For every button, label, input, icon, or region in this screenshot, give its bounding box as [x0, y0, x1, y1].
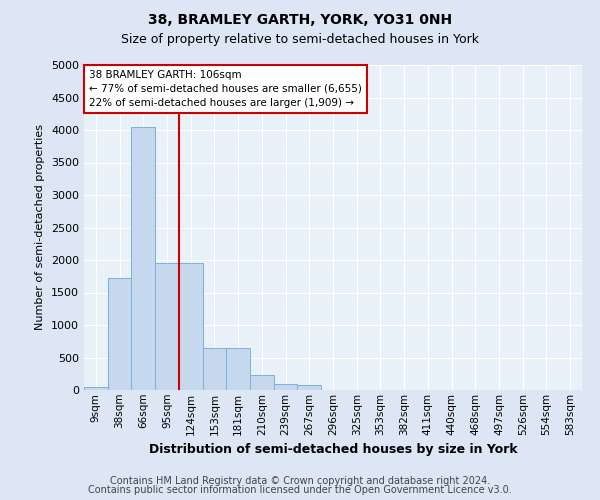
- Bar: [155, 263, 179, 390]
- Bar: [131, 126, 155, 390]
- Bar: [84, 387, 108, 390]
- Bar: [298, 385, 321, 390]
- Text: Contains HM Land Registry data © Crown copyright and database right 2024.: Contains HM Land Registry data © Crown c…: [110, 476, 490, 486]
- Bar: [250, 375, 274, 390]
- Text: 38 BRAMLEY GARTH: 106sqm
← 77% of semi-detached houses are smaller (6,655)
22% o: 38 BRAMLEY GARTH: 106sqm ← 77% of semi-d…: [89, 70, 362, 108]
- Y-axis label: Number of semi-detached properties: Number of semi-detached properties: [35, 124, 46, 330]
- Bar: [226, 348, 250, 390]
- Text: Contains public sector information licensed under the Open Government Licence v3: Contains public sector information licen…: [88, 485, 512, 495]
- Bar: [203, 348, 226, 390]
- Text: Size of property relative to semi-detached houses in York: Size of property relative to semi-detach…: [121, 32, 479, 46]
- Bar: [108, 278, 131, 390]
- Bar: [179, 263, 203, 390]
- Text: 38, BRAMLEY GARTH, YORK, YO31 0NH: 38, BRAMLEY GARTH, YORK, YO31 0NH: [148, 12, 452, 26]
- Bar: [274, 384, 298, 390]
- Text: Distribution of semi-detached houses by size in York: Distribution of semi-detached houses by …: [149, 442, 517, 456]
